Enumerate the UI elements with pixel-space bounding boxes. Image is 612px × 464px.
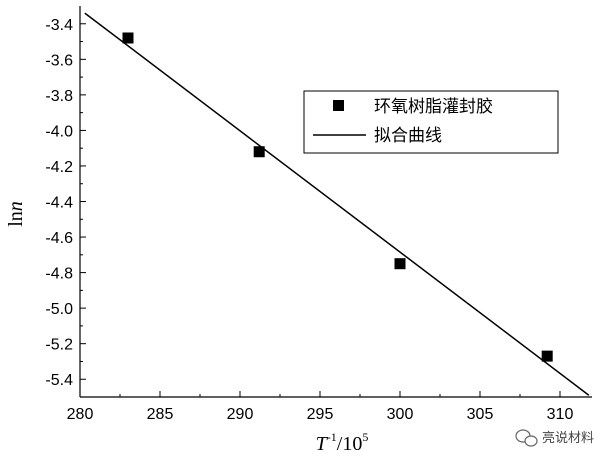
y-tick-label: -3.4 — [45, 17, 73, 34]
y-tick-label: -5.2 — [45, 337, 73, 354]
legend-box — [303, 90, 559, 154]
axes — [79, 6, 592, 398]
x-tick-label: 300 — [387, 406, 414, 423]
x-ticks: 280 285 290 295 300 305 310 — [67, 391, 574, 423]
fit-line — [84, 12, 590, 396]
legend-label-series-1: 环氧树脂灌封胶 — [374, 97, 493, 117]
y-axis-title: lnn — [5, 201, 27, 227]
x-tick-label: 285 — [147, 406, 174, 423]
legend: 环氧树脂灌封胶 拟合曲线 — [303, 90, 559, 154]
y-tick-label: -5.4 — [45, 372, 73, 389]
y-tick-label: -4.2 — [45, 159, 73, 176]
data-points — [122, 32, 553, 362]
y-tick-label: -4.4 — [45, 195, 73, 212]
x-axis-title: T-1/105 — [316, 430, 369, 455]
data-point — [541, 350, 553, 362]
data-point — [394, 258, 406, 270]
x-tick-label: 305 — [467, 406, 494, 423]
fit-line-group — [84, 12, 590, 396]
x-tick-label: 310 — [547, 406, 574, 423]
watermark: 亮说材料 — [515, 429, 594, 447]
x-tick-label: 295 — [307, 406, 334, 423]
wechat-icon — [515, 429, 538, 447]
y-tick-label: -5.0 — [45, 301, 73, 318]
y-ticks: -3.4 -3.6 -3.8 -4.0 -4.2 -4.4 -4.6 -4.8 -5.0 -5.2… — [45, 17, 86, 389]
data-point — [122, 32, 134, 44]
y-tick-label: -4.6 — [45, 230, 73, 247]
y-tick-label: -4.8 — [45, 266, 73, 283]
y-tick-label: -3.6 — [45, 52, 73, 69]
y-tick-label: -4.0 — [45, 123, 73, 140]
x-tick-label: 280 — [67, 406, 94, 423]
legend-label-series-2: 拟合曲线 — [374, 126, 442, 146]
y-tick-label: -3.8 — [45, 88, 73, 105]
x-tick-label: 290 — [227, 406, 254, 423]
watermark-text: 亮说材料 — [542, 430, 594, 446]
legend-marker-square — [333, 100, 344, 111]
data-point — [253, 146, 265, 158]
